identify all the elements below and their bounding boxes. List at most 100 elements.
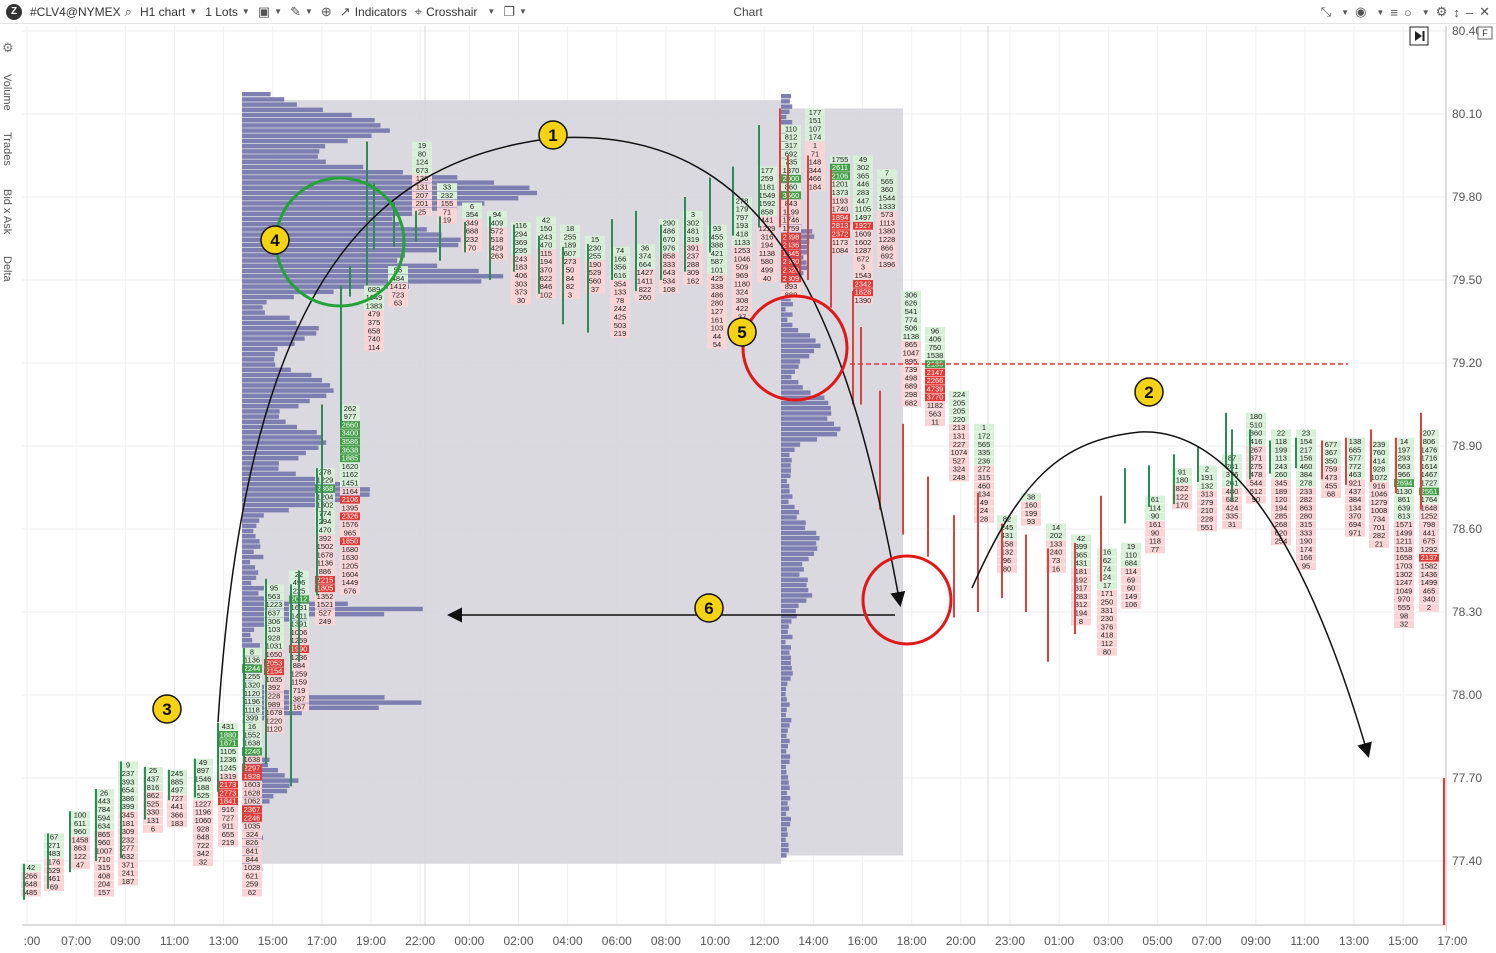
menu-icon[interactable]: ≡	[1390, 4, 1398, 20]
footprint-value: 316	[761, 232, 774, 241]
annotation-marker-6[interactable]: 6	[694, 593, 724, 623]
footprint-column[interactable]: 2781797971934181133125310465099691180324…	[732, 196, 752, 322]
footprint-column[interactable]: 2078061476171616141467172725611764164812…	[1419, 429, 1439, 612]
footprint-column[interactable]: 2629772660340035863638188516201162145111…	[340, 404, 360, 596]
annotation-marker-1[interactable]: 1	[538, 120, 568, 150]
footprint-cell	[1121, 584, 1141, 593]
footprint-column[interactable]: 4930236544628344711051497192716091602128…	[853, 155, 873, 305]
side-tab-delta[interactable]: Delta	[1, 256, 13, 282]
close-icon[interactable]: ✕	[1479, 4, 1490, 19]
color-circle-icon[interactable]: ○	[1403, 4, 1412, 20]
collapse-icon[interactable]: ⤡	[1320, 4, 1332, 19]
side-tab-bidask[interactable]: Bid x Ask	[1, 189, 13, 235]
display-mode-button[interactable]: ▣ ▼	[254, 0, 286, 24]
chevron-down-icon[interactable]: ▼	[1421, 7, 1430, 17]
footprint-column[interactable]: 1108123176927351370200086035608431199174…	[781, 124, 801, 299]
symbol-selector[interactable]: #CLV4@NYMEX ⌕	[26, 0, 136, 24]
profile-bar	[242, 820, 257, 825]
footprint-column[interactable]: 4989715461885251227119610609286487223423…	[193, 758, 213, 867]
footprint-value: 345	[122, 811, 135, 820]
footprint-column[interactable]: 9345538842158710142533848628012716110344…	[707, 224, 727, 349]
footprint-column[interactable]: 9556312236373061039281031165020532154103…	[264, 584, 284, 734]
chart-type-dropdown[interactable]: H1 chart ▼	[136, 0, 201, 24]
chevron-down-icon[interactable]: ▼	[1341, 7, 1350, 17]
footprint-value: 565	[881, 177, 894, 186]
annotation-marker-3[interactable]: 3	[152, 694, 182, 724]
lots-dropdown[interactable]: 1 Lots ▼	[201, 0, 254, 24]
minimize-icon[interactable]: –	[1465, 4, 1474, 20]
corner-marker[interactable]: F	[1477, 26, 1493, 40]
footprint-column[interactable]: 2211819911324326034518912019428526862025…	[1271, 429, 1291, 546]
footprint-cell	[340, 562, 360, 571]
annotation-marker-4[interactable]: 4	[260, 225, 290, 255]
side-tab-trades[interactable]: Trades	[1, 132, 13, 166]
footprint-column[interactable]: 1772591181154915928584411229316194113858…	[757, 166, 777, 283]
footprint-cell	[218, 805, 238, 814]
footprint-cell	[340, 545, 360, 554]
footprint-column[interactable]: 9237393654386399345181309232277632371241…	[118, 761, 138, 886]
chevron-down-icon[interactable]: ▼	[1376, 7, 1385, 17]
footprint-value: 278	[319, 467, 332, 476]
x-axis-background	[22, 925, 1446, 953]
pin-icon[interactable]: ↕	[1453, 4, 1460, 20]
footprint-column[interactable]: 8113622441255132011201196111839916155216…	[242, 647, 262, 897]
play-button[interactable]	[1409, 26, 1429, 46]
settings-icon[interactable]: ⚙	[1435, 4, 1448, 19]
footprint-column[interactable]: 4311880187111051236124513192173277318419…	[218, 722, 238, 847]
drawing-tools-button[interactable]: ✎ ▼	[286, 0, 317, 24]
x-tick-label: 09:00	[1241, 934, 1271, 948]
footprint-column[interactable]: 2781229236812041302774294470392150216781…	[315, 467, 335, 626]
footprint-column[interactable]: 1755261121061201137311931740189428132372…	[830, 155, 850, 255]
layout-button[interactable]: ❐ ▼	[499, 0, 531, 24]
zoom-button[interactable]: ⊕	[317, 0, 336, 24]
camera-icon[interactable]: ◉	[1355, 4, 1367, 19]
indicators-button[interactable]: ↗ Indicators	[336, 0, 411, 24]
footprint-column[interactable]: 2397604149281072916104612791008734701282…	[1369, 440, 1389, 549]
footprint-column[interactable]: 2315421715646038427823328286328031533319…	[1296, 429, 1316, 571]
gear-icon[interactable]: ⚙	[2, 40, 14, 55]
annotation-marker-5[interactable]: 5	[727, 317, 757, 347]
footprint-column[interactable]: 1419729356396626941130861639813157114991…	[1394, 437, 1414, 629]
side-tab-volume[interactable]: Volume	[1, 74, 13, 111]
footprint-value: 1845	[783, 249, 800, 258]
footprint-column[interactable]: 9640675015382136214722664739377011825631…	[925, 326, 945, 427]
app-logo-icon[interactable]: Z	[6, 3, 22, 20]
crosshair-button[interactable]: ⌖ Crosshair ▼	[411, 0, 500, 24]
footprint-cell	[877, 227, 897, 236]
footprint-column[interactable]: 3066265417745061138865104789573949868929…	[901, 290, 921, 407]
annotation-marker-2[interactable]: 2	[1134, 377, 1164, 407]
